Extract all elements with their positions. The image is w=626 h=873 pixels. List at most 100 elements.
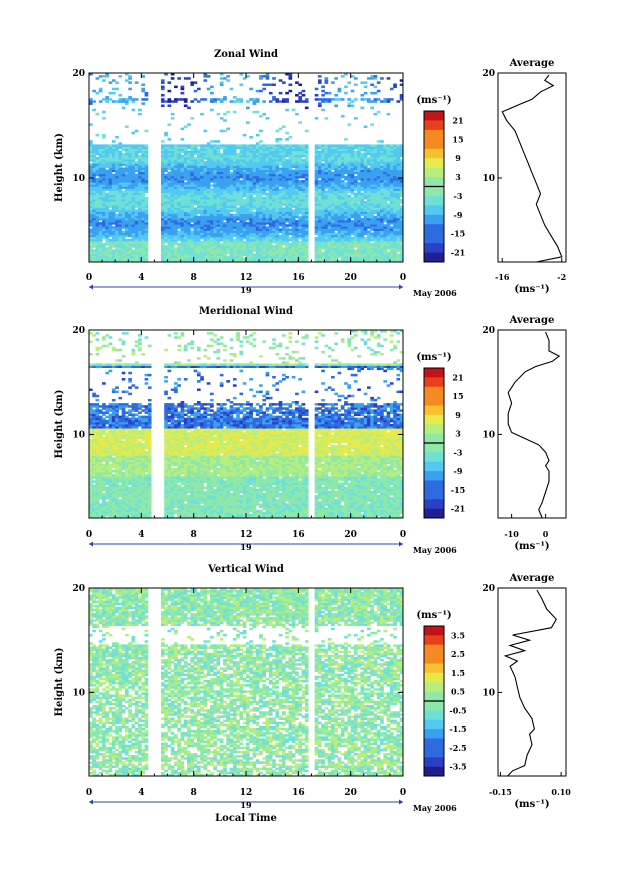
heatmap-cell — [171, 100, 175, 103]
heatmap-cell — [122, 107, 126, 110]
heatmap-cell — [282, 81, 286, 84]
heatmap-cell — [295, 81, 299, 84]
heatmap-cell — [246, 107, 250, 110]
heatmap-cell — [383, 98, 387, 101]
heatmap-cell — [374, 86, 378, 89]
heatmap-cell — [351, 90, 355, 93]
heatmap-cells — [89, 73, 403, 262]
heatmap-cell — [289, 237, 293, 240]
heatmap-cell — [239, 84, 243, 87]
heatmap-cell — [210, 189, 214, 192]
heatmap-cell — [141, 84, 145, 87]
heatmap-cell — [377, 111, 381, 114]
heatmap-cell — [239, 180, 243, 183]
heatmap-cell — [331, 172, 335, 175]
heatmap-cell — [344, 182, 348, 185]
heatmap-cell — [233, 100, 237, 103]
heatmap-cell — [161, 144, 165, 147]
heatmap-cell — [275, 144, 279, 147]
heatmap-cell — [177, 144, 181, 147]
heatmap-cell — [256, 142, 260, 145]
heatmap-cell — [115, 81, 119, 84]
heatmap-cell — [190, 117, 194, 120]
heatmap-cell — [289, 144, 293, 147]
heatmap-cell — [135, 161, 139, 164]
heatmap-cell — [305, 107, 309, 110]
heatmap-cell — [203, 98, 207, 101]
heatmap-cell — [217, 98, 221, 101]
heatmap-cell — [360, 81, 364, 84]
heatmap-cell — [194, 90, 198, 93]
heatmap-cell — [171, 113, 175, 116]
heatmap-cell — [217, 113, 221, 116]
heatmap-cell — [89, 98, 93, 101]
heatmap-cell — [177, 243, 181, 246]
heatmap-cell — [292, 170, 296, 173]
heatmap-cell — [181, 144, 185, 147]
heatmap-cell — [233, 144, 237, 147]
heatmap-cell — [226, 256, 230, 259]
heatmap-cell — [233, 96, 237, 99]
heatmap-cell — [295, 94, 299, 97]
heatmap-cell — [269, 144, 273, 147]
heatmap-cell — [118, 94, 122, 97]
heatmap-cell — [315, 94, 319, 97]
heatmap-cell — [341, 180, 345, 183]
heatmap-cell — [109, 92, 113, 95]
heatmap-cell — [289, 228, 293, 231]
heatmap-cell — [105, 193, 109, 196]
heatmap-cell — [190, 144, 194, 147]
heatmap-cell — [99, 144, 103, 147]
heatmap-cell — [197, 149, 201, 152]
heatmap-cell — [347, 102, 351, 105]
heatmap-cell — [370, 100, 374, 103]
heatmap-cell — [321, 109, 325, 112]
heatmap-cell — [207, 75, 211, 78]
heatmap-cell — [351, 220, 355, 223]
heatmap-cell — [223, 222, 227, 225]
heatmap-cell — [318, 144, 322, 147]
heatmap-cell — [351, 75, 355, 78]
heatmap-cell — [194, 98, 198, 101]
heatmap-cell — [96, 144, 100, 147]
heatmap-cell — [302, 159, 306, 162]
heatmap-cell — [243, 144, 247, 147]
heatmap-cell — [370, 107, 374, 110]
heatmap-cell — [233, 214, 237, 217]
heatmap-cell — [285, 224, 289, 227]
heatmap-cell — [279, 128, 283, 131]
heatmap-cell — [99, 222, 103, 225]
heatmap-cell — [112, 144, 116, 147]
heatmap-cell — [354, 151, 358, 154]
heatmap-cell — [354, 144, 358, 147]
heatmap-cell — [161, 140, 165, 143]
heatmap-cell — [315, 237, 319, 240]
heatmap-cell — [272, 77, 276, 80]
heatmap-cell — [325, 117, 329, 120]
heatmap-cell — [315, 98, 319, 101]
heatmap-cell — [318, 180, 322, 183]
heatmap-cell — [220, 144, 224, 147]
heatmap-cell — [122, 191, 126, 194]
panel-title: Zonal Wind — [214, 49, 278, 60]
heatmap-cell — [141, 102, 145, 105]
heatmap-cell — [236, 144, 240, 147]
heatmap-cell — [145, 130, 149, 133]
heatmap-cell — [239, 144, 243, 147]
heatmap-cell — [96, 157, 100, 160]
heatmap-cell — [190, 100, 194, 103]
heatmap-cell — [184, 182, 188, 185]
heatmap-cell — [298, 216, 302, 219]
heatmap-cell — [230, 88, 234, 91]
heatmap-cell — [351, 237, 355, 240]
heatmap-cell — [174, 98, 178, 101]
heatmap-cell — [99, 100, 103, 103]
heatmap-cell — [272, 84, 276, 87]
heatmap-cell — [253, 212, 257, 215]
heatmap-cell — [282, 144, 286, 147]
heatmap-cell — [168, 138, 172, 141]
heatmap-cell — [168, 123, 172, 126]
heatmap-cell — [341, 144, 345, 147]
heatmap-cell — [141, 98, 145, 101]
heatmap-cell — [279, 235, 283, 238]
